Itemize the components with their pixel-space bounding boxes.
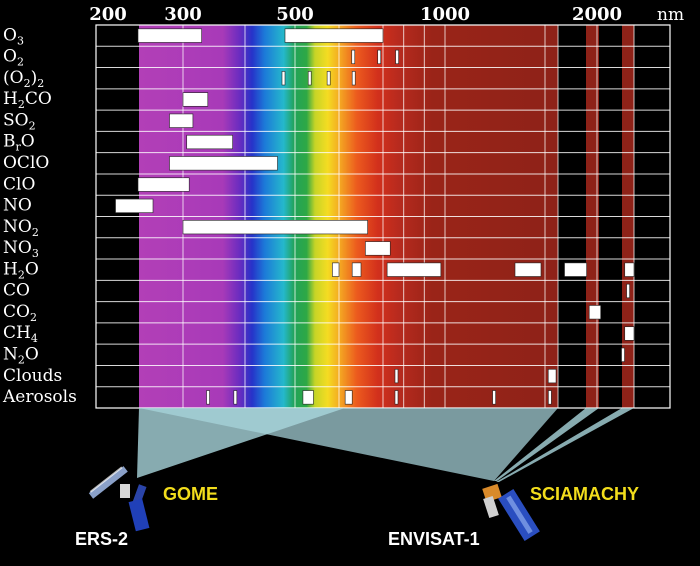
- species-label: (O2)2: [3, 68, 44, 90]
- species-label: H2CO: [3, 89, 52, 111]
- species-label: CO: [3, 281, 30, 301]
- absorption-band-no: [115, 198, 154, 213]
- absorption-band-h2o: [624, 262, 635, 277]
- absorption-band-ch4: [624, 326, 635, 341]
- instrument-footprints: [137, 408, 634, 482]
- absorption-band-o22: [281, 71, 286, 86]
- species-row-lines: [96, 45, 670, 388]
- species-label: O3: [3, 25, 24, 47]
- absorption-band-aerosols: [302, 390, 314, 405]
- species-label: Aerosols: [2, 387, 77, 407]
- absorption-band-o2: [377, 49, 382, 65]
- species-label: ClO: [3, 174, 35, 194]
- absorption-band-clouds: [547, 368, 557, 384]
- species-label: SO2: [3, 110, 36, 132]
- absorption-band-h2o: [351, 262, 362, 277]
- species-label: CH4: [3, 323, 38, 345]
- sciamachy-view-cone: [139, 408, 558, 481]
- absorption-band-h2o: [386, 262, 442, 277]
- absorption-band-o3: [137, 28, 202, 43]
- absorption-band-h2co: [182, 92, 209, 107]
- absorption-band-aerosols: [344, 390, 353, 405]
- absorption-band-n2o: [621, 347, 625, 362]
- absorption-band-o2: [351, 49, 356, 65]
- wavelength-unit-label: nm: [657, 5, 684, 25]
- absorption-band-no2: [182, 220, 368, 235]
- absorption-band-so2: [169, 113, 194, 128]
- absorption-band-co2: [588, 305, 602, 320]
- species-label: CO2: [3, 302, 37, 324]
- sciamachy-view-ray-2: [496, 408, 634, 482]
- ers2-satellite-icon: [88, 466, 150, 532]
- absorption-band-bro: [186, 134, 233, 150]
- absorption-band-o22: [326, 71, 331, 86]
- absorption-band-aerosols: [233, 390, 238, 405]
- species-rows: O3O2(O2)2H2COSO2BrOOClOClONONO2NO3H2OCOC…: [2, 25, 77, 407]
- absorption-band-o22: [307, 71, 312, 86]
- absorption-band-aerosols: [548, 390, 552, 405]
- species-label: H2O: [3, 259, 39, 281]
- wavelength-tick-label: 300: [164, 4, 202, 25]
- absorption-band-h2o: [514, 262, 542, 277]
- absorption-bands: [115, 28, 635, 405]
- absorption-band-oclo: [169, 156, 278, 171]
- absorption-band-aerosols: [394, 390, 399, 405]
- absorption-band-clouds: [394, 368, 399, 384]
- wavelength-tick-label: 1000: [420, 4, 470, 25]
- absorption-band-o2: [395, 49, 399, 65]
- ers2-platform-label: ERS-2: [75, 529, 128, 549]
- species-label: O2: [3, 47, 24, 69]
- species-label: BrO: [3, 132, 35, 154]
- envisat1-satellite-icon: [482, 483, 540, 541]
- absorption-band-aerosols: [206, 390, 210, 405]
- absorption-band-o22: [351, 71, 356, 86]
- species-label: N2O: [3, 344, 39, 366]
- gome-instrument-label: GOME: [163, 484, 218, 504]
- absorption-band-aerosols: [492, 390, 496, 405]
- envisat1-platform-label: ENVISAT-1: [388, 529, 480, 549]
- species-label: NO2: [3, 217, 39, 239]
- species-label: NO3: [3, 238, 39, 260]
- species-label: OClO: [3, 153, 49, 173]
- wavelength-tick-label: 500: [276, 4, 314, 25]
- wavelength-tick-label: 200: [89, 4, 127, 25]
- wavelength-tick-label: 2000: [572, 4, 622, 25]
- absorption-band-o3: [284, 28, 384, 43]
- species-label: Clouds: [3, 366, 62, 386]
- absorption-band-co: [626, 283, 630, 299]
- species-label: NO: [3, 196, 32, 216]
- absorption-band-h2o: [332, 262, 340, 277]
- sciamachy-instrument-label: SCIAMACHY: [530, 484, 639, 504]
- absorption-band-clo: [137, 177, 190, 192]
- sciamachy-view-ray-1: [494, 408, 599, 481]
- absorption-band-no3: [365, 241, 391, 256]
- wavelength-axis: 200 300 500 1000 2000: [89, 4, 622, 25]
- absorption-band-h2o: [564, 262, 587, 277]
